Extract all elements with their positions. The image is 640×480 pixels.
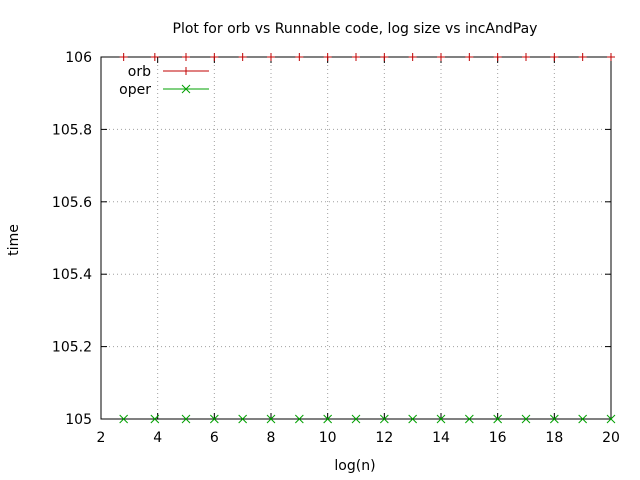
data-point-oper — [521, 414, 531, 424]
x-tick-label: 8 — [267, 430, 276, 446]
data-point-orb — [578, 53, 587, 61]
x-tick-label: 2 — [97, 430, 106, 446]
legend-label-orb: orb — [128, 64, 151, 80]
data-point-orb — [267, 53, 275, 61]
plot-frame — [100, 56, 612, 420]
data-point-oper — [119, 414, 129, 424]
series-oper — [119, 414, 616, 424]
data-point-oper — [379, 414, 389, 424]
data-point-oper — [549, 414, 559, 424]
legend-label-oper: oper — [119, 82, 151, 98]
data-point-oper — [238, 414, 248, 424]
series-group — [119, 53, 616, 424]
y-tick-label: 105.2 — [52, 340, 92, 356]
y-axis-label: time — [6, 224, 22, 256]
x-tick-label: 12 — [375, 430, 393, 446]
x-tick-label: 16 — [489, 430, 507, 446]
x-tick-label: 10 — [319, 430, 337, 446]
series-orb — [119, 53, 615, 61]
data-point-oper — [351, 414, 361, 424]
x-tick-label: 6 — [210, 430, 219, 446]
data-point-orb — [437, 53, 445, 61]
y-tick-label: 105.4 — [52, 267, 92, 283]
data-point-orb — [150, 53, 159, 61]
data-point-orb — [465, 53, 474, 61]
x-axis-label: log(n) — [334, 458, 375, 474]
data-point-oper — [181, 414, 191, 424]
legend-marker-orb — [182, 67, 190, 75]
data-point-orb — [522, 53, 530, 61]
data-point-oper — [464, 414, 474, 424]
data-point-oper — [266, 414, 276, 424]
x-tick-label: 18 — [545, 430, 563, 446]
x-tick-label: 14 — [432, 430, 450, 446]
data-point-orb — [210, 53, 219, 61]
x-tick-label: 20 — [602, 430, 620, 446]
data-point-oper — [606, 414, 616, 424]
y-tick-label: 105 — [65, 412, 92, 428]
data-point-orb — [493, 53, 502, 61]
data-point-oper — [578, 414, 588, 424]
data-point-orb — [352, 53, 360, 61]
data-point-orb — [238, 53, 247, 61]
data-point-oper — [209, 414, 219, 424]
data-point-orb — [323, 53, 332, 61]
data-point-oper — [408, 414, 418, 424]
data-point-oper — [493, 414, 503, 424]
data-point-oper — [323, 414, 333, 424]
y-tick-label: 105.8 — [52, 122, 92, 138]
data-point-orb — [380, 53, 389, 61]
axis-ticks: 2 4 6 8 10 12 14 16 18 20 105 105.2 105.4 105.6 105.8 1… — [52, 50, 620, 446]
data-point-oper — [294, 414, 304, 424]
data-point-oper — [150, 414, 160, 424]
grid — [101, 57, 611, 419]
data-point-orb — [295, 53, 304, 61]
data-point-orb — [119, 53, 128, 61]
data-point-orb — [408, 53, 417, 61]
chart-title: Plot for orb vs Runnable code, log size … — [173, 21, 538, 37]
legend: orb oper — [119, 64, 209, 98]
data-point-oper — [436, 414, 446, 424]
x-tick-label: 4 — [153, 430, 162, 446]
y-tick-label: 106 — [65, 50, 92, 66]
data-point-orb — [182, 53, 190, 61]
legend-marker-oper — [181, 84, 191, 94]
data-point-orb — [607, 53, 615, 61]
data-point-orb — [550, 53, 559, 61]
y-tick-label: 105.6 — [52, 195, 92, 211]
